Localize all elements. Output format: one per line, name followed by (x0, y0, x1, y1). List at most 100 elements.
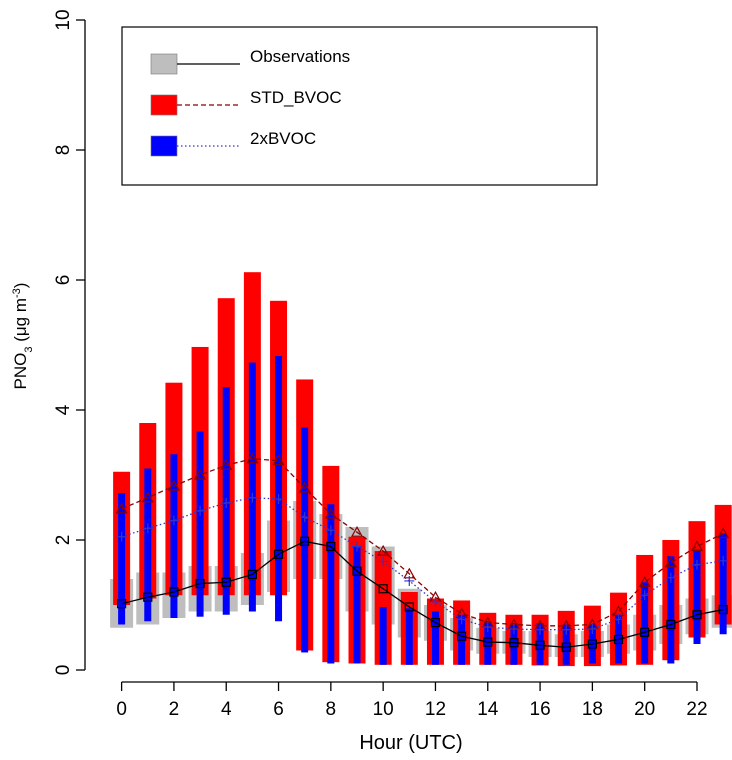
marker (561, 642, 571, 652)
marker (195, 578, 205, 589)
y-axis-label-part: 3 (23, 347, 35, 353)
marker (377, 544, 390, 556)
marker (167, 479, 180, 491)
marker (246, 452, 259, 464)
marker (168, 515, 179, 526)
range-bar (719, 533, 727, 635)
marker (483, 637, 493, 647)
legend-label: STD_BVOC (250, 88, 342, 107)
range-bar (144, 468, 152, 622)
range-bar (353, 546, 361, 664)
range-bar (170, 454, 178, 618)
marker (273, 549, 284, 559)
x-tick-label: 14 (477, 699, 499, 720)
marker (194, 468, 207, 480)
marker (142, 523, 153, 534)
marker (221, 497, 232, 508)
marker (299, 512, 310, 523)
range-bar (379, 606, 387, 665)
range-bar (327, 504, 335, 664)
x-tick-label: 18 (582, 699, 603, 720)
marker (665, 572, 676, 583)
marker (509, 638, 519, 648)
marker (640, 627, 650, 637)
range-bar (510, 623, 518, 665)
y-axis-label-part: PNO (11, 353, 30, 390)
x-tick-label: 12 (425, 699, 446, 720)
marker (666, 619, 676, 630)
marker (718, 555, 729, 566)
marker (117, 599, 127, 609)
marker (350, 525, 364, 537)
marker (535, 640, 545, 650)
x-tick-label: 0 (116, 699, 127, 720)
marker (324, 507, 337, 519)
marker (692, 610, 702, 620)
marker (325, 525, 336, 536)
marker (587, 624, 598, 635)
range-bar (301, 427, 309, 653)
marker (718, 604, 728, 615)
marker (456, 614, 467, 625)
marker (639, 590, 650, 601)
y-axis-label: PNO3 (μg m-3) (11, 283, 35, 390)
series-line (121, 497, 724, 631)
marker (404, 602, 414, 612)
x-tick-label: 20 (634, 699, 655, 720)
marker (508, 624, 519, 635)
range-bar (667, 556, 675, 664)
y-tick-label: 4 (53, 404, 74, 415)
y-axis-label-part: -3 (11, 288, 23, 298)
marker (692, 559, 702, 570)
marker (378, 556, 389, 567)
marker (115, 502, 128, 514)
marker (587, 639, 597, 649)
x-tick-label: 10 (373, 699, 394, 720)
x-tick-label: 16 (530, 699, 551, 720)
legend-label: 2xBVOC (250, 129, 316, 148)
range-bar (118, 493, 126, 625)
legend-swatch (150, 135, 178, 157)
marker (664, 556, 677, 568)
marker (195, 505, 206, 516)
x-tick-label: 8 (326, 699, 337, 720)
range-bar (248, 362, 256, 612)
x-tick-label: 2 (169, 699, 180, 720)
y-tick-label: 0 (53, 665, 74, 676)
marker (116, 531, 127, 542)
y-tick-label: 10 (53, 9, 74, 30)
x-tick-label: 22 (686, 699, 707, 720)
marker (638, 576, 651, 587)
marker (613, 634, 624, 645)
x-tick-label: 6 (273, 699, 284, 720)
marker (457, 631, 467, 641)
marker (535, 624, 546, 635)
marker (272, 454, 285, 466)
y-tick-label: 6 (53, 275, 74, 286)
marker (717, 527, 730, 539)
range-bar (562, 624, 570, 665)
legend-label: Observations (250, 47, 350, 66)
marker (690, 540, 704, 552)
y-axis-label-part: (μg m (11, 298, 30, 347)
y-axis-label-part: ) (11, 283, 30, 289)
range-bar (536, 623, 544, 665)
marker (221, 577, 231, 587)
x-tick-label: 4 (221, 699, 232, 720)
marker (273, 494, 284, 505)
range-bar (484, 621, 492, 665)
x-axis-label: Hour (UTC) (359, 732, 462, 754)
y-tick-label: 8 (53, 145, 74, 156)
marker (561, 624, 572, 635)
marker (247, 569, 257, 580)
marker (298, 481, 311, 493)
marker (352, 541, 362, 552)
range-bar (196, 431, 204, 617)
marker (430, 596, 441, 607)
legend-swatch (150, 53, 178, 75)
marker (247, 492, 258, 503)
marker (326, 541, 336, 552)
marker (143, 592, 153, 602)
